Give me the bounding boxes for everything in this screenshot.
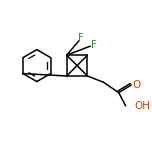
Text: F: F bbox=[78, 33, 84, 43]
Text: OH: OH bbox=[134, 101, 150, 111]
Text: F: F bbox=[91, 40, 97, 50]
Text: O: O bbox=[132, 80, 141, 90]
